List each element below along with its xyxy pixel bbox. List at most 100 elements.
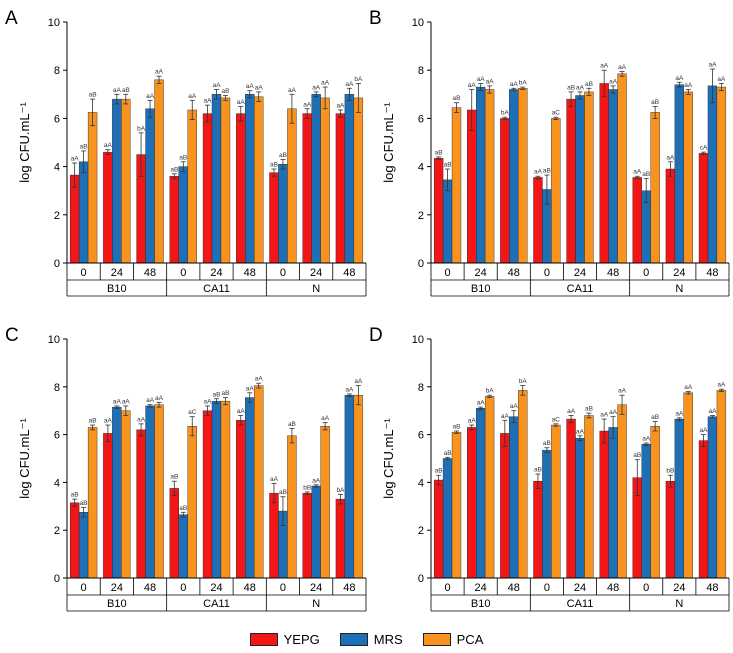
x-tick-label: 0 [544,582,550,594]
group-label: B10 [107,283,127,295]
legend-item-yepg: YEPG [249,632,320,647]
y-tick-label: 6 [54,113,60,125]
significance-letter: aB [170,166,178,173]
significance-letter: aA [567,408,576,415]
group-label: CA11 [567,283,594,295]
significance-letter: aA [618,64,627,71]
significance-letter: aB [221,390,229,397]
x-tick-label: 24 [111,267,123,279]
x-tick-label: 48 [144,267,156,279]
significance-letter: aA [146,93,155,100]
significance-letter: aA [477,76,486,83]
bar-mrs [608,89,618,264]
bar-yepg [302,492,312,579]
x-tick-label: 0 [444,267,450,279]
significance-letter: aB [444,450,452,457]
bar-yepg [269,492,279,579]
y-tick-label: 4 [54,162,60,174]
significance-letter: bA [519,80,528,87]
significance-letter: bB [303,484,311,491]
bar-pca [451,107,462,264]
panel-label: C [5,325,19,346]
bar-pca [320,97,330,264]
significance-letter: aA [633,169,642,176]
significance-letter: aB [444,162,452,169]
bar-mrs [608,427,618,579]
bar-mrs [78,161,89,264]
significance-letter: aA [477,400,486,407]
significance-letter: aA [246,385,255,392]
bar-mrs [674,84,684,264]
significance-letter: aA [700,427,709,434]
bar-yepg [566,98,576,264]
bar-yepg [533,177,543,264]
significance-letter: aB [651,99,659,106]
bar-mrs [211,400,222,579]
y-tick-label: 2 [54,525,60,537]
bar-pca [650,112,660,264]
significance-letter: bA [137,125,146,132]
bar-yepg [335,498,346,579]
significance-letter: aB [585,81,593,88]
bar-mrs [311,94,321,264]
bar-pca [551,424,561,579]
significance-letter: aA [104,418,113,425]
significance-letter: aA [237,99,246,106]
group-label: B10 [107,598,127,610]
significance-letter: aA [321,415,330,422]
x-tick-label: 48 [343,582,355,594]
significance-letter: aB [543,168,551,175]
y-tick-label: 4 [418,162,424,174]
y-tick-label: 8 [54,65,60,77]
significance-letter: aA [717,76,726,83]
bar-yepg [69,174,80,264]
group-label: N [675,283,683,295]
significance-letter: aB [453,424,461,431]
significance-letter: aA [576,428,585,435]
significance-letter: aB [170,474,178,481]
significance-letter: bA [501,110,510,117]
bar-yepg [698,153,709,264]
bar-mrs [311,485,321,579]
legend-item-pca: PCA [422,632,483,647]
y-tick-label: 2 [418,210,424,222]
bar-mrs [145,108,155,264]
y-axis-label: log CFU.mL⁻¹ [381,102,396,183]
legend-label-mrs: MRS [373,631,403,647]
significance-letter: aB [642,171,650,178]
bar-yepg [302,113,312,264]
bar-pca [584,415,594,579]
y-tick-label: 4 [418,477,424,489]
bar-mrs [344,94,355,264]
significance-letter: aB [89,92,97,99]
significance-letter: aA [684,82,693,89]
significance-letter: aB [71,492,79,499]
significance-letter: aA [303,101,312,108]
significance-letter: aB [80,143,88,150]
significance-letter: aB [80,500,88,507]
significance-letter: aA [609,78,618,85]
significance-letter: aB [179,505,187,512]
significance-letter: aB [279,489,287,496]
x-tick-label: 48 [607,582,619,594]
bar-pca [220,97,231,264]
bar-pca [320,426,330,579]
bar-mrs [112,406,122,579]
y-tick-label: 2 [418,525,424,537]
bar-yepg [236,113,246,264]
bar-yepg [169,488,179,579]
significance-letter: aA [255,84,264,91]
bar-mrs [707,85,718,264]
significance-letter: aA [288,87,297,94]
group-label: B10 [471,283,491,295]
y-tick-label: 0 [54,573,60,585]
y-tick-label: 0 [418,573,424,585]
bar-mrs [78,512,89,579]
bar-mrs [442,458,453,579]
significance-letter: aA [321,80,330,87]
significance-letter: aB [585,406,593,413]
group-label: CA11 [203,598,230,610]
bar-pca [353,394,364,579]
